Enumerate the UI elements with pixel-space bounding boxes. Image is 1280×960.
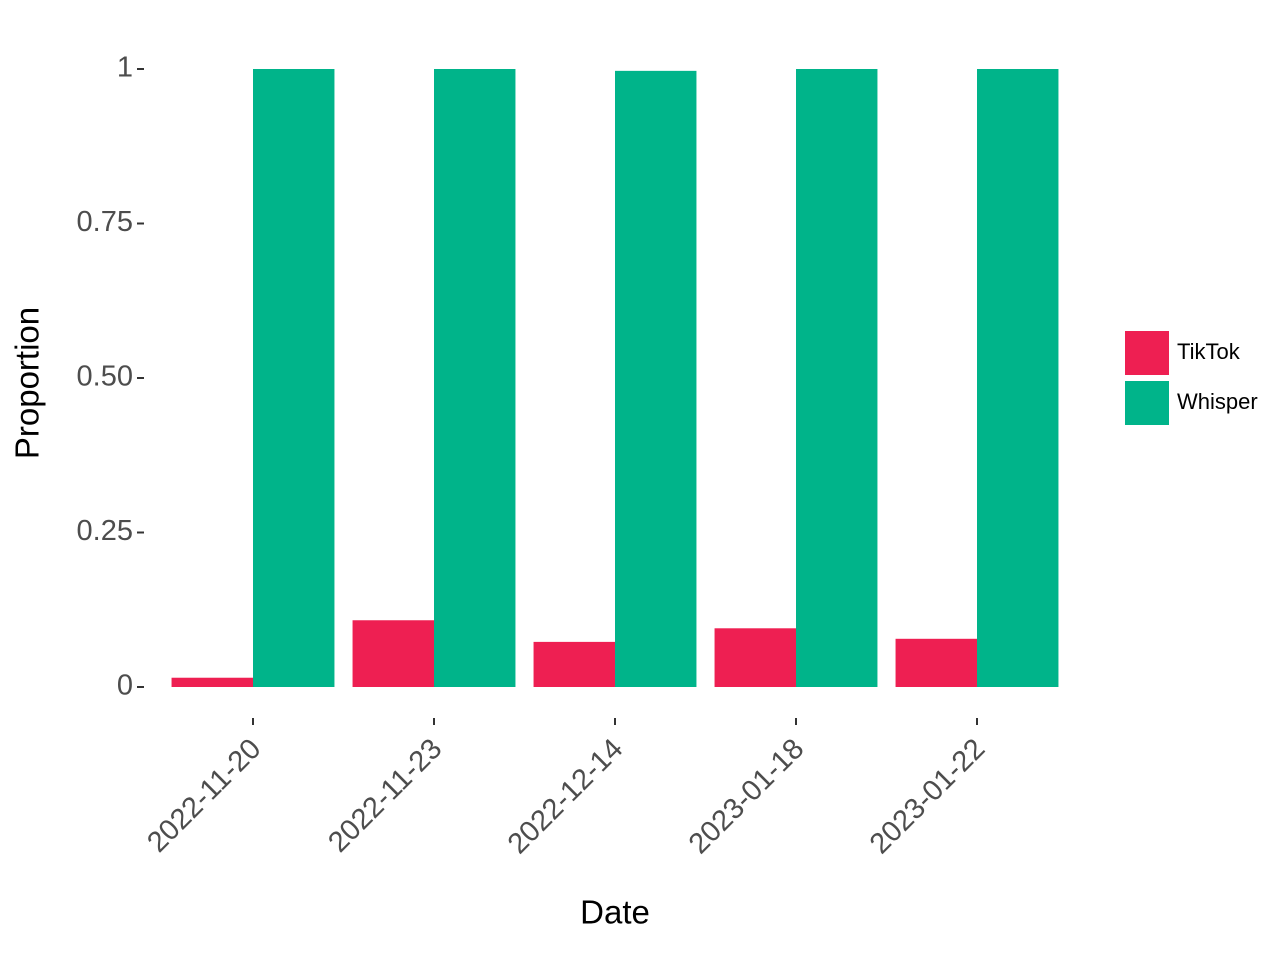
x-tick-label: 2022-11-20 <box>141 733 267 859</box>
bar <box>714 628 796 687</box>
x-tick-label: 2023-01-22 <box>864 733 992 861</box>
bar <box>253 69 335 687</box>
bar <box>977 69 1059 687</box>
y-axis-title: Proportion <box>9 307 46 459</box>
x-tick-label: 2022-12-14 <box>502 733 630 861</box>
bar <box>352 620 434 687</box>
bar <box>895 638 977 687</box>
legend-label: TikTok <box>1177 339 1241 364</box>
y-tick-label: 0.75 <box>77 206 133 238</box>
legend-label: Whisper <box>1177 389 1258 414</box>
bar <box>615 70 697 687</box>
legend-key <box>1125 381 1169 425</box>
y-tick-label: 1 <box>117 52 133 84</box>
x-tick-label: 2022-11-23 <box>322 733 448 859</box>
y-tick-label: 0.25 <box>77 515 133 547</box>
x-tick-label: 2023-01-18 <box>683 733 811 861</box>
y-tick-label: 0.50 <box>77 361 133 393</box>
bar <box>533 641 615 687</box>
bar <box>171 677 253 687</box>
y-tick-label: 0 <box>117 670 133 702</box>
bar <box>796 69 878 687</box>
legend-key <box>1125 331 1169 375</box>
x-axis-title: Date <box>580 894 650 931</box>
bar <box>434 69 516 687</box>
